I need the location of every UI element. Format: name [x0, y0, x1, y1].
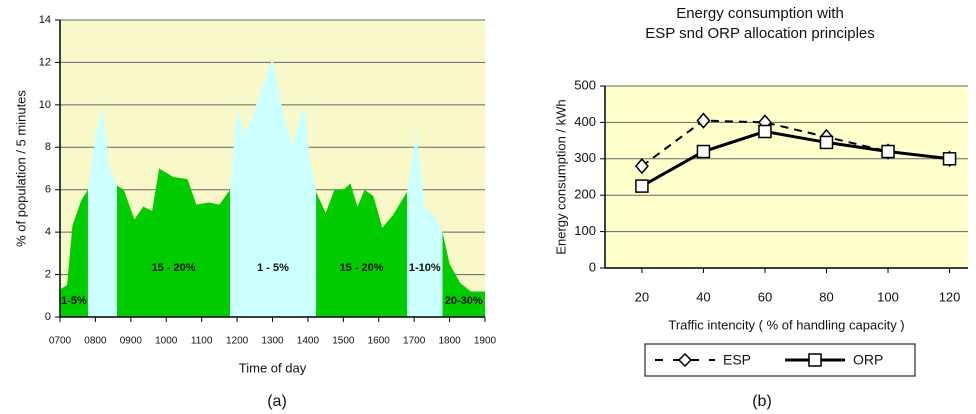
x-tick-label: 60	[758, 289, 772, 304]
caption: (b)	[752, 393, 772, 410]
x-tick-label: 1800	[438, 336, 461, 347]
chart-title: Energy consumption with	[676, 5, 844, 22]
caption: (a)	[267, 393, 287, 410]
x-tick-label: 80	[819, 289, 833, 304]
band-label: 20-30%	[445, 295, 483, 307]
legend: ESP ORP	[644, 343, 916, 377]
x-tick-label: 0900	[120, 336, 143, 347]
band-label: 1-10%	[409, 262, 441, 274]
band-label: 15 - 20%	[151, 262, 195, 274]
x-tick-label: 0700	[49, 336, 72, 347]
legend-label: ESP	[723, 352, 751, 368]
marker	[696, 144, 711, 159]
y-tick-label: 6	[45, 184, 51, 196]
x-tick-label: 1600	[368, 336, 391, 347]
y-tick-label: 0	[589, 259, 596, 274]
marker	[634, 157, 649, 175]
y-tick-label: 14	[39, 14, 51, 26]
x-tick-label: 40	[696, 289, 710, 304]
x-tick-label: 1000	[155, 336, 178, 347]
area-band	[60, 189, 88, 317]
y-tick-label: 8	[45, 141, 51, 153]
y-axis-label: Energy consumption / kWh	[553, 99, 568, 254]
y-tick-label: 400	[574, 114, 596, 129]
series-line	[641, 119, 950, 167]
y-tick-label: 500	[574, 77, 596, 92]
area-band	[117, 168, 230, 317]
legend-marker	[677, 352, 693, 368]
y-tick-label: 12	[39, 56, 51, 68]
y-tick-label: 4	[45, 226, 51, 238]
y-tick-label: 300	[574, 150, 596, 165]
x-tick-label: 1100	[191, 336, 213, 347]
area-band	[87, 106, 118, 317]
x-axis-label: Traffic intencity ( % of handling capaci…	[668, 317, 904, 332]
band-label: 1-5%	[61, 295, 87, 307]
area-band	[230, 58, 317, 317]
y-tick-label: 100	[574, 223, 596, 238]
x-tick-label: 1500	[332, 336, 355, 347]
marker	[942, 152, 957, 166]
y-tick-label: 10	[39, 99, 51, 111]
chart-title: ESP snd ORP allocation principles	[645, 25, 875, 42]
area-band	[442, 232, 485, 317]
x-tick-label: 120	[939, 289, 961, 304]
x-tick-label: 0800	[84, 336, 107, 347]
y-axis-label: % of population / 5 minutes	[13, 90, 28, 247]
x-tick-label: 1700	[403, 336, 426, 347]
series-line	[641, 129, 950, 188]
marker	[696, 112, 711, 129]
band-label: 1 - 5%	[257, 262, 289, 274]
marker	[758, 124, 772, 139]
y-tick-label: 2	[45, 268, 51, 280]
area-band	[316, 183, 408, 317]
area-band	[407, 132, 443, 317]
y-tick-label: 200	[574, 187, 596, 202]
x-tick-label: 1400	[297, 336, 320, 347]
marker	[881, 144, 895, 159]
x-tick-label: 1300	[261, 336, 284, 347]
y-tick-label: 0	[45, 311, 51, 323]
marker	[635, 179, 649, 193]
legend-marker	[808, 353, 822, 367]
legend-label: ORP	[853, 352, 883, 368]
marker	[819, 135, 834, 150]
x-axis-label: Time of day	[239, 360, 307, 375]
band-label: 15 - 20%	[340, 262, 384, 274]
plot-background	[605, 86, 968, 268]
x-tick-label: 1200	[226, 336, 249, 347]
x-tick-label: 100	[877, 289, 899, 304]
x-tick-label: 1900	[474, 336, 497, 347]
x-tick-label: 20	[635, 289, 649, 304]
